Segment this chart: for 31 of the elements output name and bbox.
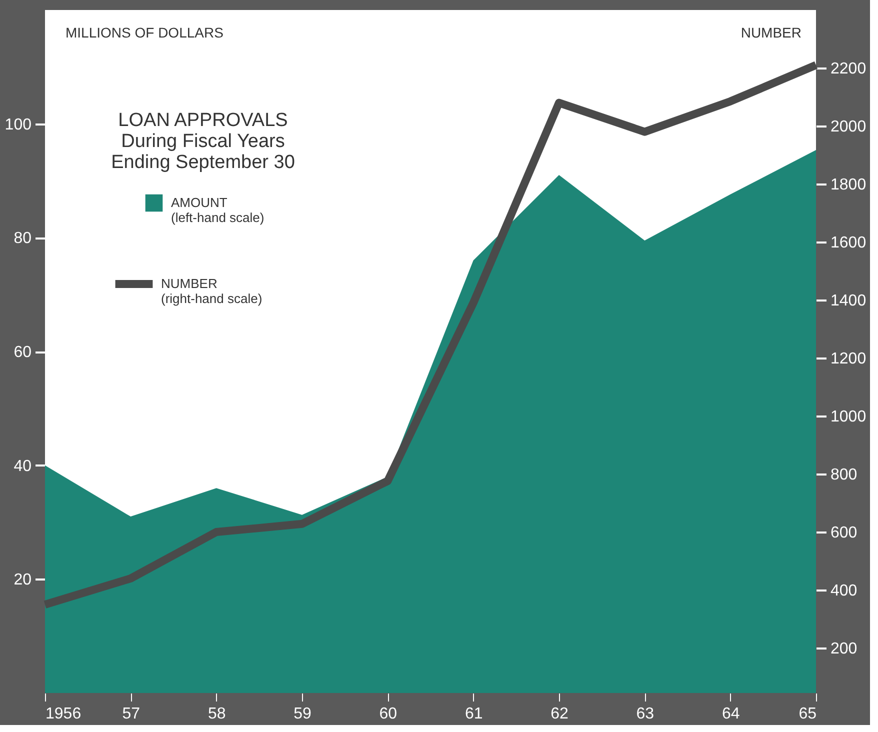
x-tick-label: 63	[636, 706, 654, 722]
y2-tick-label: 600	[830, 524, 858, 542]
y-tick-label: 60	[14, 344, 32, 361]
legend-label: NUMBER (right-hand scale)	[161, 276, 262, 306]
x-tick-label: 60	[379, 706, 398, 722]
y2-tick-label: 400	[830, 582, 858, 600]
y-tick-label: 80	[14, 230, 32, 248]
y2-tick-label: 800	[830, 466, 858, 484]
x-tick-label: 1956	[46, 706, 82, 722]
legend-label: AMOUNT (left-hand scale)	[171, 195, 264, 225]
y2-axis-title: NUMBER	[740, 24, 802, 40]
y2-tick-label: 1400	[830, 292, 866, 310]
x-tick-label: 57	[122, 706, 140, 722]
x-tick-label: 58	[208, 706, 226, 722]
y2-tick-label: 1000	[830, 408, 866, 426]
legend-title: LOAN APPROVALS During Fiscal Years Ending September 30	[111, 110, 295, 173]
x-tick-label: 65	[798, 706, 817, 722]
x-tick-label: 59	[294, 706, 312, 722]
y-tick-label: 20	[14, 572, 32, 589]
y2-tick-label: 1800	[830, 176, 866, 194]
y2-tick-label: 1600	[830, 234, 866, 252]
y2-tick-label: 200	[830, 640, 858, 658]
x-tick-label: 61	[464, 706, 483, 722]
y2-tick-label: 2200	[830, 60, 866, 78]
x-tick-label: 62	[550, 706, 568, 722]
y2-tick-label: 2000	[830, 118, 866, 136]
y-tick-label: 100	[4, 116, 32, 134]
y-axis-title: MILLIONS OF DOLLARS	[66, 24, 224, 40]
y2-tick-label: 1200	[830, 350, 866, 368]
y-tick-label: 40	[14, 458, 32, 475]
x-tick-label: 64	[722, 706, 740, 722]
